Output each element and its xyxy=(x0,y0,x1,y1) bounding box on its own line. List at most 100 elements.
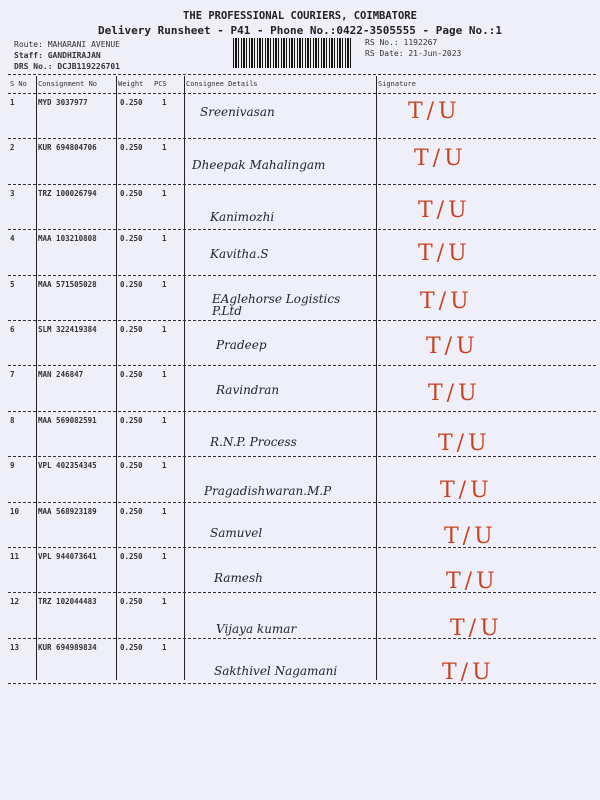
row-sno: 12 xyxy=(10,597,20,607)
row-consignee-handwritten: Vijaya kumar xyxy=(216,622,297,637)
row-sno: 4 xyxy=(10,234,15,244)
row-consignee-handwritten: Ravindran xyxy=(216,383,280,398)
row-sno: 3 xyxy=(10,188,15,198)
row-consignee-handwritten: Kanimozhi xyxy=(210,209,275,224)
row-weight: 0.250 xyxy=(120,415,143,425)
row-signature: T/U xyxy=(438,430,491,456)
row-divider xyxy=(8,365,596,367)
row-signature: T/U xyxy=(440,478,493,504)
row-divider xyxy=(8,410,596,412)
row-weight: 0.250 xyxy=(120,461,143,471)
row-sno: 11 xyxy=(10,552,20,561)
row-consignment-no: SLM 322419384 xyxy=(38,325,97,334)
col-weight: Weight xyxy=(118,80,144,88)
row-sno: 5 xyxy=(10,279,15,289)
row-sno: 7 xyxy=(10,370,15,380)
row-weight: 0.250 xyxy=(120,552,143,561)
row-signature: T/U xyxy=(442,659,495,685)
row-pcs: 1 xyxy=(162,597,167,607)
row-divider xyxy=(8,456,596,458)
column-line xyxy=(184,76,185,680)
barcode xyxy=(233,38,351,68)
row-consignment-no: KUR 694989834 xyxy=(38,642,97,652)
row-weight: 0.250 xyxy=(120,642,143,652)
row-signature: T/U xyxy=(444,523,497,549)
row-weight: 0.250 xyxy=(120,279,143,289)
column-line xyxy=(36,76,37,680)
row-divider xyxy=(8,274,596,276)
row-consignee-handwritten: R.N.P. Process xyxy=(210,434,297,449)
row-weight: 0.250 xyxy=(120,325,143,334)
row-consignment-no: MYD 3037977 xyxy=(38,98,88,107)
row-consignment-no: MAA 568923189 xyxy=(38,506,97,516)
row-pcs: 1 xyxy=(162,234,167,244)
row-consignee-handwritten: EAglehorse Logistics P.Ltd xyxy=(212,291,341,318)
row-signature: T/U xyxy=(446,569,499,594)
row-pcs: 1 xyxy=(162,415,167,425)
row-pcs: 1 xyxy=(162,279,167,289)
row-divider xyxy=(8,501,596,503)
row-signature: T/U xyxy=(420,288,473,314)
row-consignment-no: KUR 694804706 xyxy=(38,143,97,153)
row-sno: 13 xyxy=(10,642,20,652)
row-consignment-no: VPL 402354345 xyxy=(38,461,97,471)
row-signature: T/U xyxy=(426,334,479,359)
row-signature: T/U xyxy=(414,146,467,172)
rs-date: RS Date: 21-Jun-2023 xyxy=(365,49,462,58)
row-consignment-no: MAA 571505028 xyxy=(38,279,97,289)
column-line xyxy=(116,76,117,680)
row-divider xyxy=(8,683,596,685)
row-sno: 1 xyxy=(10,98,15,107)
row-pcs: 1 xyxy=(162,506,167,516)
row-signature: T/U xyxy=(408,99,461,124)
company-title: THE PROFESSIONAL COURIERS, COIMBATORE xyxy=(183,10,417,22)
row-weight: 0.250 xyxy=(120,370,143,380)
staff: Staff: GANDHIRAJAN xyxy=(14,51,101,60)
row-sno: 9 xyxy=(10,461,15,471)
row-divider xyxy=(8,547,596,548)
row-consignment-no: MAA 103210808 xyxy=(38,234,97,244)
row-weight: 0.250 xyxy=(120,597,143,607)
row-consignment-no: TRZ 102044483 xyxy=(38,597,97,607)
row-weight: 0.250 xyxy=(120,98,143,107)
row-pcs: 1 xyxy=(162,552,167,561)
row-consignee-handwritten: Dheepak Mahalingam xyxy=(192,158,326,173)
row-divider xyxy=(8,138,596,140)
col-pcs: PCS xyxy=(154,80,167,88)
drs-no: DRS No.: DCJB119226701 xyxy=(14,62,120,71)
row-consignee-handwritten: Kavitha.S xyxy=(210,247,269,262)
column-line xyxy=(376,76,377,680)
rs-no: RS No.: 1192267 xyxy=(365,38,438,47)
divider xyxy=(8,74,596,75)
route: Route: MAHARANI AVENUE xyxy=(14,40,120,49)
row-divider xyxy=(8,93,596,94)
col-details: Consignee Details xyxy=(186,80,258,88)
col-consignment: Consignment No xyxy=(38,80,98,88)
row-pcs: 1 xyxy=(162,370,167,380)
col-sno: S No xyxy=(10,80,27,88)
row-pcs: 1 xyxy=(162,642,167,652)
row-divider xyxy=(8,637,596,639)
row-consignment-no: MAA 569082591 xyxy=(38,415,97,425)
row-signature: T/U xyxy=(418,241,471,267)
row-divider xyxy=(8,229,596,231)
row-pcs: 1 xyxy=(162,325,167,334)
row-sno: 8 xyxy=(10,415,15,425)
row-consignee-handwritten: Sakthivel Nagamani xyxy=(214,663,338,678)
row-sno: 2 xyxy=(10,143,15,153)
row-pcs: 1 xyxy=(162,188,167,198)
row-divider xyxy=(8,183,596,185)
row-consignee-handwritten: Ramesh xyxy=(214,571,263,585)
row-divider xyxy=(8,592,596,594)
row-weight: 0.250 xyxy=(120,188,143,198)
row-consignment-no: VPL 944073641 xyxy=(38,552,97,561)
row-consignment-no: MAN 246847 xyxy=(38,370,84,380)
row-consignee-handwritten: Pradeep xyxy=(216,338,267,352)
row-signature: T/U xyxy=(450,616,503,642)
row-signature: T/U xyxy=(428,381,481,407)
runsheet-subtitle: Delivery Runsheet - P41 - Phone No.:0422… xyxy=(98,24,502,37)
row-pcs: 1 xyxy=(162,143,167,153)
row-consignee-handwritten: Samuvel xyxy=(210,525,263,540)
row-sno: 6 xyxy=(10,325,15,334)
